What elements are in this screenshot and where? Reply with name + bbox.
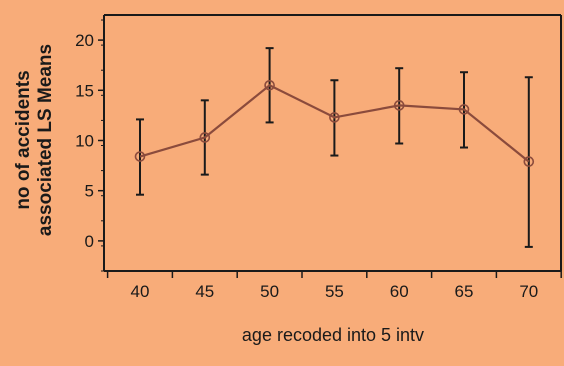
y-tick-label: 0 — [85, 232, 94, 251]
series-line — [139, 84, 530, 163]
plot-frame — [103, 14, 562, 272]
y-tick-label: 10 — [75, 131, 94, 150]
y-tick-label: 5 — [85, 182, 94, 201]
error-bar — [524, 76, 533, 248]
x-tick-label: 40 — [131, 282, 150, 301]
x-axis-title: age recoded into 5 intv — [242, 325, 424, 345]
x-tick-label: 65 — [455, 282, 474, 301]
data-point — [523, 156, 535, 167]
y-axis-title-line-1: no of accidents — [13, 70, 34, 209]
error-bar — [136, 118, 144, 196]
y-axis: 0 5 10 15 20 — [75, 19, 104, 272]
x-axis: 40 45 50 55 60 65 70 — [106, 271, 562, 301]
y-tick-label: 15 — [75, 81, 94, 100]
x-tick-label: 50 — [260, 282, 279, 301]
y-tick-label: 20 — [75, 31, 94, 50]
series-lines — [139, 84, 530, 163]
data-point-markers — [134, 79, 535, 167]
data-point — [264, 79, 275, 91]
x-tick-label: 45 — [195, 282, 214, 301]
x-tick-label: 60 — [390, 282, 409, 301]
data-point — [329, 112, 340, 123]
error-bars — [136, 47, 533, 248]
data-point — [458, 104, 470, 115]
data-point — [134, 151, 146, 162]
data-point — [393, 100, 405, 111]
y-axis-title-line-2: associated LS Means — [35, 44, 56, 236]
x-tick-label: 70 — [519, 282, 538, 301]
data-point — [199, 132, 211, 143]
x-tick-label: 55 — [325, 282, 344, 301]
